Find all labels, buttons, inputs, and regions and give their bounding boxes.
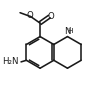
Text: O: O [48, 12, 54, 21]
Text: H: H [67, 28, 73, 34]
Text: O: O [26, 11, 33, 20]
Text: N: N [64, 27, 71, 36]
Text: H₂N: H₂N [2, 57, 18, 66]
